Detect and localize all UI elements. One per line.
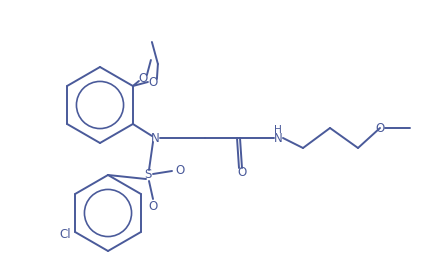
Text: O: O bbox=[175, 164, 184, 177]
Text: O: O bbox=[237, 167, 246, 180]
Text: O: O bbox=[138, 72, 147, 85]
Text: O: O bbox=[148, 201, 157, 214]
Text: N: N bbox=[273, 131, 282, 144]
Text: S: S bbox=[144, 168, 152, 181]
Text: N: N bbox=[150, 131, 159, 144]
Text: O: O bbox=[374, 122, 384, 134]
Text: H: H bbox=[273, 125, 281, 135]
Text: O: O bbox=[148, 76, 157, 89]
Text: Cl: Cl bbox=[59, 228, 71, 241]
